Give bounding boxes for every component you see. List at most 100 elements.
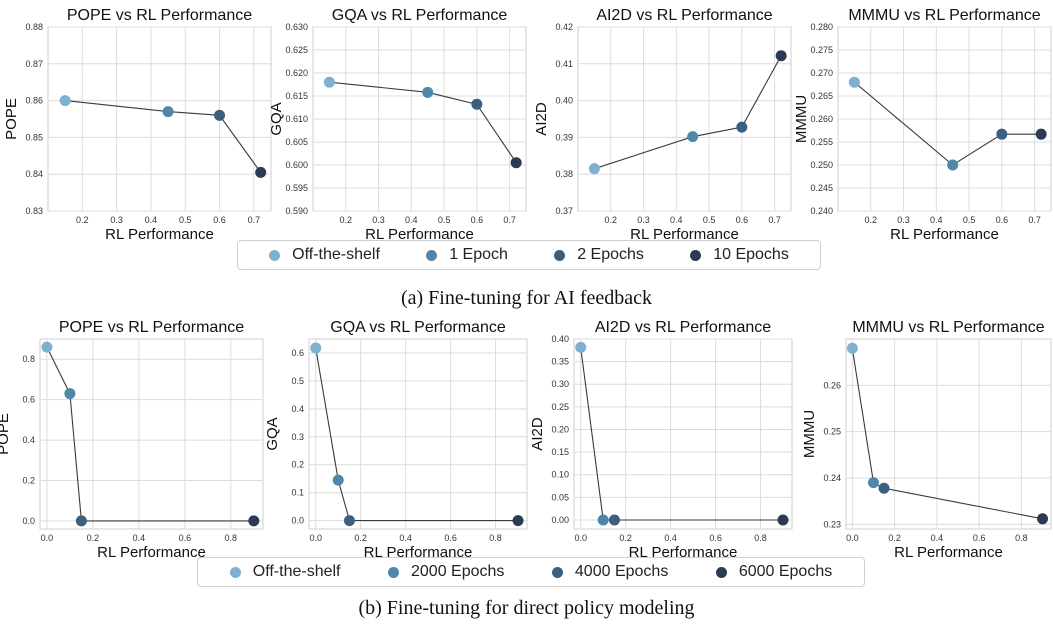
y-tick-label: 0.280 xyxy=(810,22,833,32)
y-tick-label: 0.630 xyxy=(285,22,308,32)
data-point xyxy=(510,157,522,169)
legend-label: Off-the-shelf xyxy=(292,246,380,263)
legend-marker-icon xyxy=(269,249,281,261)
data-point xyxy=(597,514,609,526)
data-point xyxy=(343,515,355,527)
data-point xyxy=(214,109,226,121)
x-tick-label: 0.6 xyxy=(736,215,749,225)
x-tick-label: 0.6 xyxy=(213,215,226,225)
x-axis-label: RL Performance xyxy=(630,226,739,243)
y-tick-label: 0.2 xyxy=(22,475,35,485)
y-tick-label: 0.250 xyxy=(810,160,833,170)
chart-title: AI2D vs RL Performance xyxy=(595,319,771,336)
x-tick-label: 0.8 xyxy=(489,533,502,543)
data-point xyxy=(1037,513,1049,525)
chart-title: GQA vs RL Performance xyxy=(332,7,508,24)
plot-area xyxy=(39,338,264,530)
x-tick-label: 0.5 xyxy=(438,215,451,225)
x-tick-label: 0.8 xyxy=(225,533,238,543)
series-line xyxy=(594,55,782,170)
y-tick-label: 0.87 xyxy=(25,59,43,69)
plot-area xyxy=(573,338,793,530)
y-tick-label: 0.85 xyxy=(25,132,43,142)
series-line xyxy=(46,346,254,522)
data-point xyxy=(775,50,787,62)
y-axis-label: AI2D xyxy=(533,102,550,136)
x-axis-label: RL Performance xyxy=(105,226,214,243)
legend-marker-icon xyxy=(388,566,399,578)
x-tick-label: 0.8 xyxy=(754,533,767,543)
y-tick-label: 0.595 xyxy=(285,183,308,193)
legend-marker-icon xyxy=(426,249,438,261)
series-line xyxy=(851,348,1043,520)
x-tick-label: 0.4 xyxy=(399,533,412,543)
data-point xyxy=(422,86,434,98)
data-point xyxy=(608,514,620,526)
data-point xyxy=(848,76,860,88)
y-tick-label: 0.26 xyxy=(823,380,841,390)
y-tick-label: 0.270 xyxy=(810,68,833,78)
y-tick-label: 0.40 xyxy=(555,96,573,106)
data-point xyxy=(310,342,322,354)
data-point xyxy=(736,121,748,133)
x-tick-label: 0.7 xyxy=(768,215,781,225)
data-point xyxy=(777,514,789,526)
y-tick-label: 0.620 xyxy=(285,68,308,78)
chart-title: AI2D vs RL Performance xyxy=(596,7,772,24)
x-axis-label: RL Performance xyxy=(890,226,999,243)
x-tick-label: 0.4 xyxy=(145,215,158,225)
y-tick-label: 0.3 xyxy=(291,432,304,442)
legend-label: 6000 Epochs xyxy=(738,563,833,580)
legend-label: 2 Epochs xyxy=(577,246,644,263)
y-axis-label: AI2D xyxy=(529,417,546,451)
y-tick-label: 0.39 xyxy=(555,132,573,142)
data-point xyxy=(255,166,267,178)
x-tick-label: 0.0 xyxy=(41,533,54,543)
legend-label: 2000 Epochs xyxy=(411,563,505,580)
chart-title: MMMU vs RL Performance xyxy=(852,319,1044,336)
series-line xyxy=(580,347,783,521)
x-tick-label: 0.7 xyxy=(503,215,516,225)
y-axis-label: GQA xyxy=(264,417,281,450)
x-tick-label: 0.6 xyxy=(973,533,986,543)
y-tick-label: 0.260 xyxy=(810,114,833,124)
y-tick-label: 0.25 xyxy=(823,427,841,437)
y-tick-label: 0.255 xyxy=(810,137,833,147)
x-tick-label: 0.4 xyxy=(931,533,944,543)
caption-b: (b) Fine-tuning for direct policy modeli… xyxy=(358,597,695,619)
legend-item-stage3: 6000 Epochs xyxy=(715,563,833,581)
x-tick-label: 0.2 xyxy=(605,215,618,225)
y-tick-label: 0.275 xyxy=(810,45,833,55)
data-point xyxy=(687,131,699,143)
x-tick-label: 0.6 xyxy=(471,215,484,225)
legend-label: 4000 Epochs xyxy=(574,563,669,580)
y-tick-label: 0.6 xyxy=(291,348,304,358)
legend-b: Off-the-shelf 2000 Epochs 4000 Epochs 60… xyxy=(197,557,865,587)
data-point xyxy=(323,76,335,88)
legend-marker-icon xyxy=(551,566,563,578)
data-point xyxy=(867,477,879,489)
y-tick-label: 0.83 xyxy=(25,206,43,216)
x-tick-label: 0.4 xyxy=(930,215,943,225)
y-tick-label: 0.35 xyxy=(551,357,569,367)
y-tick-label: 0.605 xyxy=(285,137,308,147)
x-tick-label: 0.2 xyxy=(340,215,353,225)
x-tick-label: 0.7 xyxy=(1028,215,1041,225)
y-axis-label: POPE xyxy=(3,98,20,140)
y-tick-label: 0.8 xyxy=(22,354,35,364)
y-tick-label: 0.265 xyxy=(810,91,833,101)
y-tick-label: 0.05 xyxy=(551,492,569,502)
y-tick-label: 0.38 xyxy=(555,169,573,179)
x-axis-label: RL Performance xyxy=(97,544,206,561)
data-point xyxy=(947,159,959,171)
y-tick-label: 0.86 xyxy=(25,96,43,106)
legend-item-off-the-shelf: Off-the-shelf xyxy=(269,246,380,264)
legend-item-off-the-shelf: Off-the-shelf xyxy=(229,563,341,581)
data-point xyxy=(878,482,890,494)
data-point xyxy=(332,474,344,486)
legend-marker-icon xyxy=(715,566,727,578)
legend-item-stage2: 2 Epochs xyxy=(554,246,644,264)
x-tick-label: 0.4 xyxy=(670,215,683,225)
x-tick-label: 0.4 xyxy=(133,533,146,543)
y-tick-label: 0.240 xyxy=(810,206,833,216)
